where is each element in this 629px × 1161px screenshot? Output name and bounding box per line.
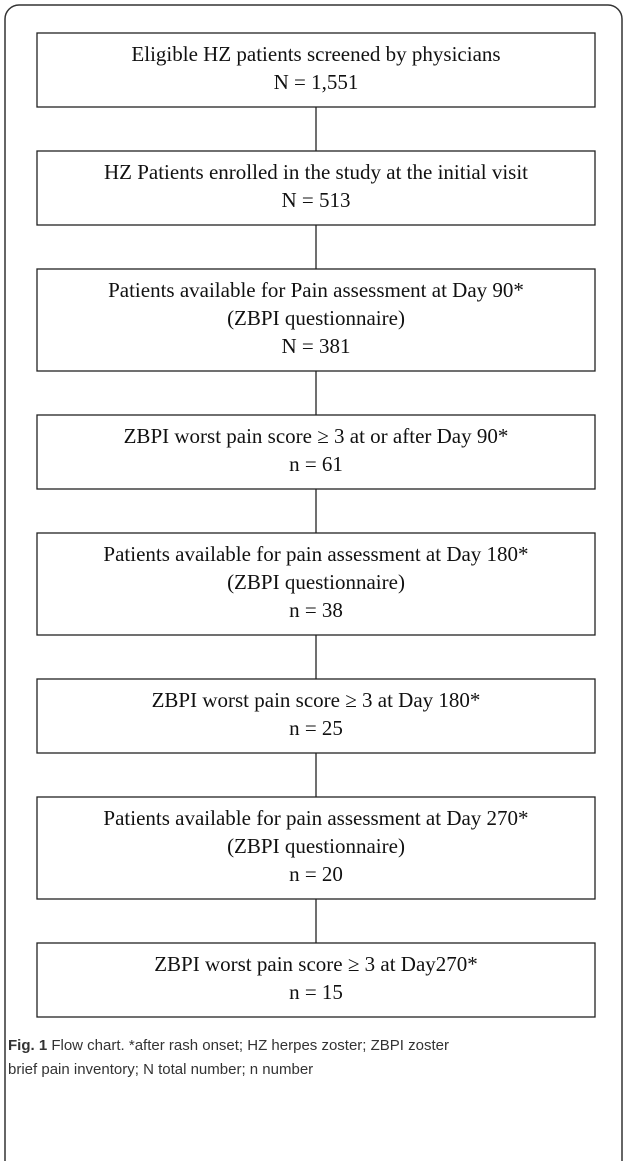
box-text: ZBPI worst pain score ≥ 3 at or after Da… bbox=[124, 424, 509, 448]
flow-box bbox=[36, 678, 596, 754]
flow-box bbox=[36, 268, 596, 372]
box-text: N = 1,551 bbox=[274, 70, 359, 94]
flow-box bbox=[36, 942, 596, 1018]
box-text: ZBPI worst pain score ≥ 3 at Day 180* bbox=[152, 688, 481, 712]
flow-box bbox=[36, 150, 596, 226]
box-text: (ZBPI questionnaire) bbox=[227, 306, 405, 330]
box-text: N = 513 bbox=[281, 188, 350, 212]
flow-box bbox=[36, 414, 596, 490]
box-text: n = 25 bbox=[289, 716, 343, 740]
box-text: Patients available for pain assessment a… bbox=[103, 806, 528, 830]
flow-box bbox=[36, 796, 596, 900]
caption-line: Fig. 1 Flow chart. *after rash onset; HZ… bbox=[8, 1037, 449, 1054]
caption-label: Fig. 1 bbox=[8, 1037, 47, 1054]
box-text: Patients available for Pain assessment a… bbox=[108, 278, 524, 302]
figure-frame bbox=[4, 4, 623, 1161]
box-text: N = 381 bbox=[281, 334, 350, 358]
box-text: Patients available for pain assessment a… bbox=[103, 542, 528, 566]
box-text: n = 38 bbox=[289, 598, 343, 622]
caption-text: Flow chart. *after rash onset; HZ herpes… bbox=[51, 1037, 449, 1054]
box-text: HZ Patients enrolled in the study at the… bbox=[104, 160, 528, 184]
flow-box bbox=[36, 532, 596, 636]
caption-line: brief pain inventory; N total number; n … bbox=[8, 1061, 313, 1078]
box-text: n = 20 bbox=[289, 862, 343, 886]
box-text: Eligible HZ patients screened by physici… bbox=[131, 42, 500, 66]
box-text: n = 61 bbox=[289, 452, 343, 476]
box-text: (ZBPI questionnaire) bbox=[227, 834, 405, 858]
box-text: n = 15 bbox=[289, 980, 343, 1004]
box-text: ZBPI worst pain score ≥ 3 at Day270* bbox=[154, 952, 478, 976]
box-text: (ZBPI questionnaire) bbox=[227, 570, 405, 594]
